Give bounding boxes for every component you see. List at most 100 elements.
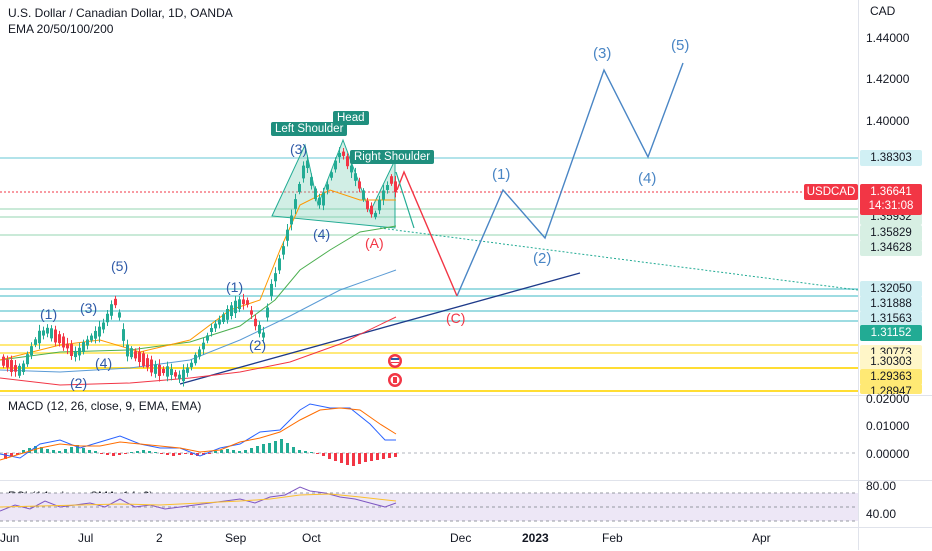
macd-histogram-bar	[340, 453, 343, 463]
ema-50-line	[0, 225, 397, 361]
macd-histogram-bar	[256, 446, 259, 453]
candle-body	[262, 332, 265, 338]
us-flag-icon[interactable]	[388, 354, 402, 368]
level-price-box: 1.34628	[860, 240, 922, 256]
candle-body	[34, 339, 37, 345]
macd-histogram-bar	[70, 447, 73, 453]
macd-histogram-bar	[166, 453, 169, 455]
level-price-box: 1.38303	[860, 150, 922, 166]
candle-body	[246, 300, 249, 305]
candle-body	[50, 328, 53, 339]
wave-label: (5)	[111, 258, 129, 274]
candle-body	[250, 310, 253, 315]
candle-body	[290, 215, 293, 225]
trend-line	[179, 272, 581, 385]
rsi-pane[interactable]	[0, 481, 858, 526]
macd-histogram-bar	[292, 447, 295, 453]
level-price-box: 1.30303	[860, 354, 922, 370]
macd-histogram-bar	[334, 453, 337, 461]
macd-tick: 0.01000	[866, 419, 910, 433]
macd-histogram-bar	[352, 453, 355, 466]
candle-body	[274, 273, 277, 282]
macd-histogram-bar	[130, 452, 133, 453]
wave-label: (2)	[249, 337, 267, 353]
macd-histogram-bar	[88, 450, 91, 453]
macd-histogram-bar	[148, 451, 151, 453]
macd-histogram-bar	[274, 441, 277, 453]
macd-line	[0, 403, 396, 459]
macd-histogram-bar	[16, 453, 19, 455]
candle-body	[302, 165, 305, 179]
rsi-tick: 40.00	[866, 507, 897, 521]
time-tick: Sep	[225, 531, 247, 545]
macd-histogram-bar	[178, 453, 181, 455]
candle-body	[206, 335, 209, 341]
price-chart[interactable]	[0, 0, 858, 395]
candle-body	[358, 181, 361, 189]
time-tick: Jul	[78, 531, 94, 545]
candle-body	[218, 319, 221, 325]
level-lines	[0, 157, 858, 392]
wave-label: (1)	[40, 306, 58, 322]
candle-body	[166, 366, 169, 377]
candle-body	[106, 313, 109, 323]
macd-histogram-bar	[238, 451, 241, 453]
wave-label: (4)	[313, 226, 331, 242]
candle-body	[374, 212, 377, 218]
candle-body	[322, 192, 325, 206]
candle-body	[370, 205, 373, 215]
candle-body	[382, 190, 385, 200]
macd-divider	[0, 395, 932, 396]
candle-body	[338, 152, 341, 158]
macd-histogram-bar	[154, 452, 157, 453]
candle-body	[270, 283, 273, 297]
macd-histogram-bar	[118, 453, 121, 455]
macd-label[interactable]: MACD (12, 26, close, 9, EMA, EMA)	[8, 399, 202, 413]
candle-body	[142, 353, 145, 366]
candle-body	[30, 346, 33, 356]
macd-pane[interactable]	[0, 396, 858, 481]
wave-label: (5)	[671, 37, 690, 54]
candle-body	[66, 343, 69, 349]
macd-histogram-bar	[328, 453, 331, 459]
rsi-divider	[0, 480, 932, 481]
current-price-box: 1.36641 14:31:08	[860, 184, 922, 215]
symbol-tag[interactable]: USDCAD	[804, 184, 858, 200]
current-price: 1.36641	[870, 186, 912, 198]
time-tick: Feb	[602, 531, 623, 545]
macd-histogram-bar	[226, 449, 229, 453]
candle-body	[390, 176, 393, 184]
head-tag: Head	[333, 111, 369, 125]
abc-path	[395, 171, 415, 229]
macd-histogram-bar	[220, 450, 223, 453]
macd-histogram-bar	[298, 450, 301, 453]
candle-body	[362, 190, 365, 200]
level-price-box: 1.31563	[860, 311, 922, 327]
macd-histogram-bar	[4, 453, 7, 459]
macd-histogram-bar	[310, 452, 313, 453]
candle-body	[158, 364, 161, 376]
neckline	[379, 227, 858, 291]
candle-body	[298, 184, 301, 192]
macd-histogram-bar	[124, 453, 127, 454]
rsi-tick: 80.00	[866, 479, 897, 493]
candle-body	[234, 300, 237, 314]
wave-label: (1)	[492, 166, 511, 183]
macd-tick: 0.02000	[866, 392, 910, 406]
ema-indicator-label[interactable]: EMA 20/50/100/200	[8, 22, 114, 36]
time-axis[interactable]	[0, 527, 932, 551]
wave-label: (2)	[70, 375, 88, 391]
candle-body	[266, 307, 269, 318]
macd-tick: 0.00000	[866, 447, 910, 461]
candle-body	[102, 322, 105, 330]
candle-body	[178, 374, 181, 379]
correction-path	[396, 170, 458, 297]
macd-histogram-bar	[280, 439, 283, 453]
macd-histogram-bar	[160, 453, 163, 454]
candle-body	[6, 359, 9, 368]
candle-body	[306, 160, 309, 169]
canada-flag-icon[interactable]	[388, 373, 402, 387]
candle-body	[22, 363, 25, 372]
candle-body	[150, 359, 153, 373]
macd-histogram-bar	[94, 451, 97, 453]
